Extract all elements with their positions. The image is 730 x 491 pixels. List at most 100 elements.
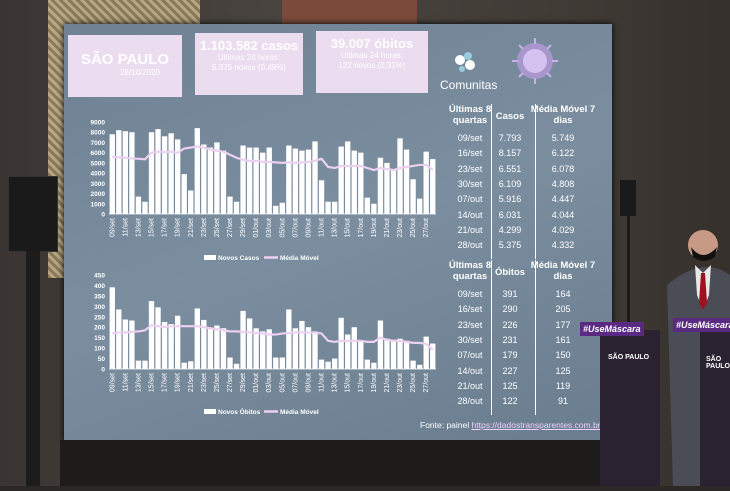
table-cell: 177 bbox=[555, 319, 571, 330]
source-note: Fonte: painel https://dadostransparentes… bbox=[420, 420, 603, 430]
speaker-stand bbox=[26, 250, 40, 486]
deaths-total: 39.007 óbitos bbox=[330, 36, 414, 51]
deaths-table: Últimas 8 quartas Óbitos Média Móvel 7 dia… bbox=[443, 260, 608, 440]
city-card: SÃO PAULO 28/10/2020 bbox=[68, 35, 182, 97]
cases-last24: 5.375 novos (0,49%) bbox=[212, 63, 286, 72]
y-tick-label: 400 bbox=[94, 283, 105, 290]
bar bbox=[358, 152, 364, 214]
table-cell: 226 bbox=[502, 319, 518, 330]
y-tick-label: 8000 bbox=[91, 130, 106, 137]
bar bbox=[161, 136, 168, 214]
x-tick-label: 17/out bbox=[358, 373, 365, 393]
bar bbox=[122, 131, 129, 214]
table-cell: 16/set bbox=[457, 304, 483, 315]
bar bbox=[279, 202, 285, 214]
table-cell: 4.299 bbox=[498, 224, 522, 235]
table-cell: 4.808 bbox=[551, 178, 575, 189]
y-tick-label: 9000 bbox=[91, 120, 106, 127]
table-header: Últimas 8 quartas bbox=[448, 260, 492, 282]
bar bbox=[286, 309, 292, 369]
moving-average-line bbox=[112, 323, 434, 351]
bar bbox=[253, 147, 259, 214]
table-cell: 28/out bbox=[457, 240, 483, 251]
legend-line-label: Média Móvel bbox=[280, 409, 319, 416]
cases-total: 1.103.582 casos bbox=[199, 38, 299, 53]
bar bbox=[358, 340, 364, 369]
table-cell: 6.078 bbox=[551, 163, 575, 174]
bar bbox=[188, 190, 194, 214]
x-tick-label: 07/out bbox=[292, 218, 299, 238]
y-tick-label: 300 bbox=[94, 304, 105, 311]
bar bbox=[305, 327, 312, 369]
bar bbox=[377, 320, 384, 369]
table-cell: 4.044 bbox=[551, 209, 575, 220]
table-cell: 7.793 bbox=[498, 133, 522, 143]
column-divider bbox=[535, 260, 536, 415]
x-tick-label: 09/out bbox=[305, 373, 312, 393]
table-cell: 6.031 bbox=[498, 209, 522, 220]
bar bbox=[148, 132, 155, 214]
table-cell: 23/set bbox=[457, 163, 483, 174]
bar bbox=[292, 328, 299, 369]
table-cell: 119 bbox=[555, 380, 571, 391]
bar bbox=[201, 144, 207, 214]
bar bbox=[384, 162, 390, 214]
bar bbox=[410, 360, 416, 369]
bar bbox=[345, 334, 351, 369]
bar bbox=[194, 128, 200, 214]
x-tick-label: 27/out bbox=[423, 373, 430, 393]
table-header: Óbitos bbox=[494, 267, 526, 278]
table-cell: 4.332 bbox=[551, 240, 575, 251]
podium-logo-right: SÃO PAULO bbox=[706, 356, 730, 370]
x-tick-label: 15/out bbox=[345, 218, 352, 238]
bar bbox=[207, 328, 214, 369]
bar bbox=[227, 196, 233, 214]
source-link[interactable]: https://dadostransparentes.com.br/ bbox=[471, 420, 603, 430]
table-cell: 07/out bbox=[457, 194, 483, 205]
table-cell: 179 bbox=[502, 350, 518, 361]
bar bbox=[155, 129, 161, 214]
bar bbox=[312, 141, 318, 214]
table-cell: 5.749 bbox=[551, 133, 575, 143]
y-tick-label: 1000 bbox=[91, 201, 106, 208]
x-tick-label: 03/out bbox=[266, 218, 273, 238]
table-cell: 125 bbox=[502, 380, 518, 391]
bar bbox=[135, 360, 142, 369]
bar bbox=[207, 147, 214, 214]
bar bbox=[227, 357, 233, 369]
bar bbox=[273, 205, 279, 214]
table-header: Média Móvel 7 dias bbox=[530, 260, 596, 282]
table-header: Casos bbox=[495, 111, 525, 122]
table-header: Últimas 8 quartas bbox=[448, 104, 492, 126]
table-cell: 227 bbox=[502, 365, 518, 376]
x-tick-label: 11/set bbox=[122, 373, 129, 392]
bar bbox=[168, 133, 174, 214]
bar bbox=[116, 309, 122, 369]
bar bbox=[410, 179, 416, 214]
x-tick-label: 15/out bbox=[345, 373, 352, 393]
table-cell: 6.551 bbox=[498, 163, 522, 174]
table-cell: 14/out bbox=[457, 365, 483, 376]
table-cell: 205 bbox=[555, 304, 571, 315]
bar bbox=[220, 150, 227, 214]
bar bbox=[279, 357, 285, 369]
x-tick-label: 01/out bbox=[253, 218, 260, 238]
y-tick-label: 50 bbox=[98, 356, 106, 363]
table-cell: 91 bbox=[557, 396, 568, 407]
city-name: SÃO PAULO bbox=[80, 51, 170, 68]
x-tick-label: 01/out bbox=[253, 373, 260, 393]
bar bbox=[116, 130, 122, 214]
y-tick-label: 250 bbox=[94, 314, 105, 321]
x-tick-label: 25/set bbox=[214, 373, 221, 392]
table-cell: 07/out bbox=[457, 350, 483, 361]
x-tick-label: 21/set bbox=[188, 218, 195, 237]
bar bbox=[155, 307, 161, 369]
x-tick-label: 23/out bbox=[397, 218, 404, 238]
bar bbox=[122, 319, 129, 369]
presentation-screen: SÃO PAULO 28/10/2020 1.103.582 casos Últ… bbox=[64, 24, 612, 442]
x-tick-label: 11/out bbox=[319, 373, 326, 392]
bar bbox=[109, 134, 115, 214]
table-cell: 14/out bbox=[457, 209, 483, 220]
x-tick-label: 19/set bbox=[175, 373, 182, 392]
x-tick-label: 23/set bbox=[201, 218, 208, 237]
